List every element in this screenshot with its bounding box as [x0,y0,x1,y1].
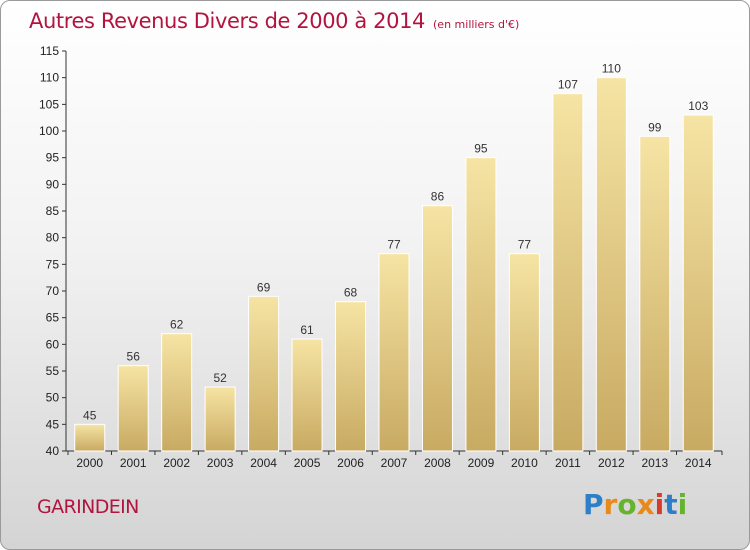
y-tick-label: 105 [39,97,59,111]
bar-2013 [639,135,671,452]
bar-2012 [595,77,627,452]
y-tick-label: 75 [46,257,60,271]
x-tick-label-2006: 2006 [337,456,364,470]
y-tick-label: 95 [46,151,60,165]
brand-letter: P [583,488,604,521]
bar-2002 [161,333,193,452]
x-tick-label-2004: 2004 [250,456,277,470]
x-tick-label-2003: 2003 [207,456,234,470]
x-tick-label-2008: 2008 [424,456,451,470]
bar-2007 [378,253,410,452]
y-tick-label: 80 [46,231,60,245]
bar-2003 [204,386,236,452]
title-unit: (en milliers d'€) [433,18,520,31]
bar-2008 [421,205,453,452]
x-tick-label-2013: 2013 [641,456,668,470]
data-label-2009: 95 [474,142,488,156]
x-tick-label-2014: 2014 [685,456,712,470]
x-tick-label-2001: 2001 [120,456,147,470]
brand-letter: i [677,488,688,521]
y-tick-label: 110 [40,71,59,85]
x-tick-label-2000: 2000 [76,456,103,470]
data-label-2003: 52 [213,371,227,385]
bar-2005 [291,338,323,452]
title-text: Autres Revenus Divers de 2000 à 2014 [29,9,426,33]
data-label-2002: 62 [170,318,184,332]
y-tick-label: 55 [46,364,60,378]
brand-letter: r [603,488,618,521]
data-label-2001: 56 [127,350,141,364]
bar-2010 [508,253,540,452]
data-label-2000: 45 [83,408,97,422]
data-labels: 45 56 62 52 69 61 68 77 86 95 77 107 110 99 103 [83,62,709,423]
data-label-2005: 61 [300,323,314,337]
axes: 40 45 50 55 60 65 70 75 80 85 90 95 100 105 110 115 2000… [39,44,723,470]
x-tick-label-2007: 2007 [381,456,408,470]
y-tick-label: 50 [46,391,60,405]
x-tick-label-2010: 2010 [511,456,538,470]
y-tick-label: 100 [39,124,59,138]
y-tick-label: 85 [46,204,60,218]
bar-2004 [248,295,280,452]
y-tick-label: 70 [46,284,60,298]
y-tick-label: 40 [46,444,60,458]
bar-2000 [74,423,106,452]
x-tick-label-2011: 2011 [555,456,581,470]
y-tick-label: 90 [46,177,60,191]
data-label-2004: 69 [257,280,271,294]
data-label-2014: 103 [688,99,708,113]
x-tick-label-2005: 2005 [294,456,321,470]
bar-2001 [117,365,149,452]
data-label-2011: 107 [558,78,578,92]
data-label-2010: 77 [518,238,532,252]
data-label-2013: 99 [648,120,662,134]
bar-2006 [335,301,367,452]
x-tick-label-2012: 2012 [598,456,625,470]
brand-letter: x [636,488,655,521]
data-label-2012: 110 [602,62,621,76]
x-tick-label-2009: 2009 [468,456,495,470]
brand-letter: t [664,488,678,521]
bar-2014 [682,114,714,452]
bar-2009 [465,157,497,452]
place-name: GARINDEIN [37,496,139,518]
bars [74,77,714,452]
data-label-2007: 77 [387,238,401,252]
y-tick-label: 60 [46,337,60,351]
bar-2011 [552,93,584,452]
brand-letter: i [654,488,665,521]
x-tick-label-2002: 2002 [163,456,190,470]
chart-title: Autres Revenus Divers de 2000 à 2014 (en … [29,9,519,33]
proxiti-logo[interactable]: Proxiti [583,488,687,521]
brand-letter: o [617,488,637,521]
data-label-2008: 86 [431,190,445,204]
y-tick-label: 45 [46,417,60,431]
y-tick-label: 115 [40,44,59,58]
data-label-2006: 68 [344,286,358,300]
y-tick-label: 65 [46,311,60,325]
